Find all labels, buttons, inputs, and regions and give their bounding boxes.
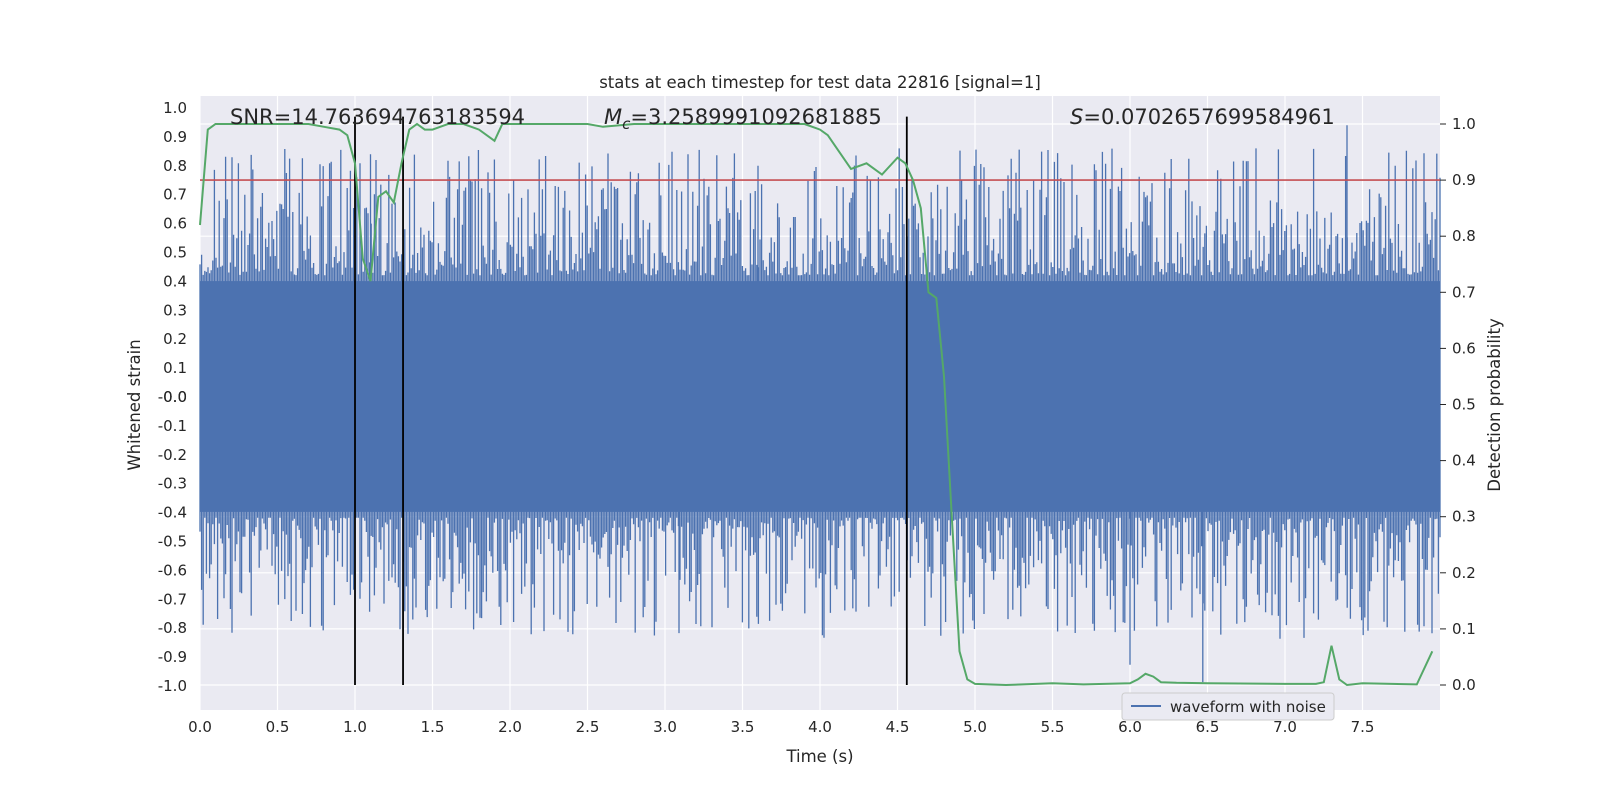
y2-tick-label: 0.6 <box>1452 339 1476 357</box>
y-tick-label: -0.0 <box>158 388 187 406</box>
y2-axis-label: Detection probability <box>1485 318 1504 492</box>
y-tick-label: 0.1 <box>163 359 187 377</box>
y2-tick-label: 1.0 <box>1452 115 1476 133</box>
x-tick-label: 2.5 <box>576 718 600 736</box>
legend-box <box>1121 692 1335 721</box>
legend-label: waveform with noise <box>1170 698 1326 716</box>
y2-tick-label: 0.0 <box>1452 676 1476 694</box>
y2-tick-label: 0.7 <box>1452 283 1476 301</box>
y-tick-label: 0.6 <box>163 215 187 233</box>
y-tick-label: -0.4 <box>158 504 187 522</box>
y-tick-label: -0.3 <box>158 475 187 493</box>
y-ticks: 1.0 0.9 0.8 0.7 0.6 0.5 0.4 0.3 0.2 0.1 0.0-0.0 -0.… <box>158 99 187 695</box>
x-tick-label: 4.5 <box>886 718 910 736</box>
y-tick-label: -0.7 <box>158 590 187 608</box>
y-tick-label: -0.1 <box>158 417 187 435</box>
x-tick-label: 2.0 <box>498 718 522 736</box>
y-tick-label: -0.6 <box>158 561 187 579</box>
y2-tick-label: 0.3 <box>1452 508 1476 526</box>
x-tick-label: 5.5 <box>1041 718 1065 736</box>
y-tick-label: -0.9 <box>158 648 187 666</box>
y2-tick-label: 0.5 <box>1452 396 1476 414</box>
y-tick-label: 0.8 <box>163 157 187 175</box>
s-value: =0.0702657699584961 <box>1083 105 1334 129</box>
overlay-series <box>199 116 1440 687</box>
y2-tick-label: 0.8 <box>1452 227 1476 245</box>
y-tick-label: 0.7 <box>163 186 187 204</box>
x-tick-label: 7.5 <box>1351 718 1375 736</box>
y2-tick-label: 0.9 <box>1452 171 1476 189</box>
mc-annotation: Mc=3.2589991092681885 <box>604 105 882 133</box>
probability-line <box>199 122 1434 687</box>
x-axis-label: Time (s) <box>785 747 853 766</box>
y-tick-label: 0.5 <box>163 244 187 262</box>
x-tick-label: 7.0 <box>1273 718 1297 736</box>
y-tick-label: 0.2 <box>163 330 187 348</box>
y-tick-label: -0.8 <box>158 619 187 637</box>
legend: waveform with noise <box>1121 692 1335 721</box>
x-tick-label: 1.5 <box>421 718 445 736</box>
x-tick-label: 6.0 <box>1118 718 1142 736</box>
x-ticks: 0.0 0.5 1.0 1.5 2.0 2.5 3.0 3.5 4.0 4.5 5.0 5.5 6.0 6… <box>188 718 1374 736</box>
y-tick-label: 0.9 <box>163 128 187 146</box>
mc-value: =3.2589991092681885 <box>630 105 881 129</box>
y-tick-label: -1.0 <box>158 677 187 695</box>
y-tick-label: 0.3 <box>163 301 187 319</box>
y-tick-label: 0.4 <box>163 272 187 290</box>
strain-spikes <box>199 125 1441 683</box>
mc-subscript: c <box>622 115 631 133</box>
x-tick-label: 4.0 <box>808 718 832 736</box>
s-annotation: S=0.0702657699584961 <box>1070 105 1335 129</box>
x-tick-label: 1.0 <box>343 718 367 736</box>
y-tick-label: -0.2 <box>158 446 187 464</box>
x-tick-label: 3.5 <box>731 718 755 736</box>
strain-series <box>199 125 1441 683</box>
y2-tick-label: 0.4 <box>1452 452 1476 470</box>
x-tick-label: 3.0 <box>653 718 677 736</box>
y2-ticks: 1.0 0.9 0.8 0.7 0.6 0.5 0.4 0.3 0.2 0.1 0.0 <box>1440 115 1476 694</box>
y-axis-label: Whitened strain <box>125 339 144 470</box>
snr-annotation: SNR=14.763694763183594 <box>230 105 525 129</box>
x-tick-label: 0.0 <box>188 718 212 736</box>
x-tick-label: 6.5 <box>1196 718 1220 736</box>
y-tick-label: 1.0 <box>163 99 187 117</box>
x-tick-label: 5.0 <box>963 718 987 736</box>
s-symbol: S <box>1070 105 1083 129</box>
mc-symbol: M <box>604 105 622 129</box>
chart-title: stats at each timestep for test data 228… <box>599 73 1041 92</box>
y-tick-label: -0.5 <box>158 533 187 551</box>
y2-tick-label: 0.1 <box>1452 620 1476 638</box>
y-tick-label: 0.0 <box>163 388 187 406</box>
x-tick-label: 0.5 <box>266 718 290 736</box>
y2-tick-label: 0.2 <box>1452 564 1476 582</box>
